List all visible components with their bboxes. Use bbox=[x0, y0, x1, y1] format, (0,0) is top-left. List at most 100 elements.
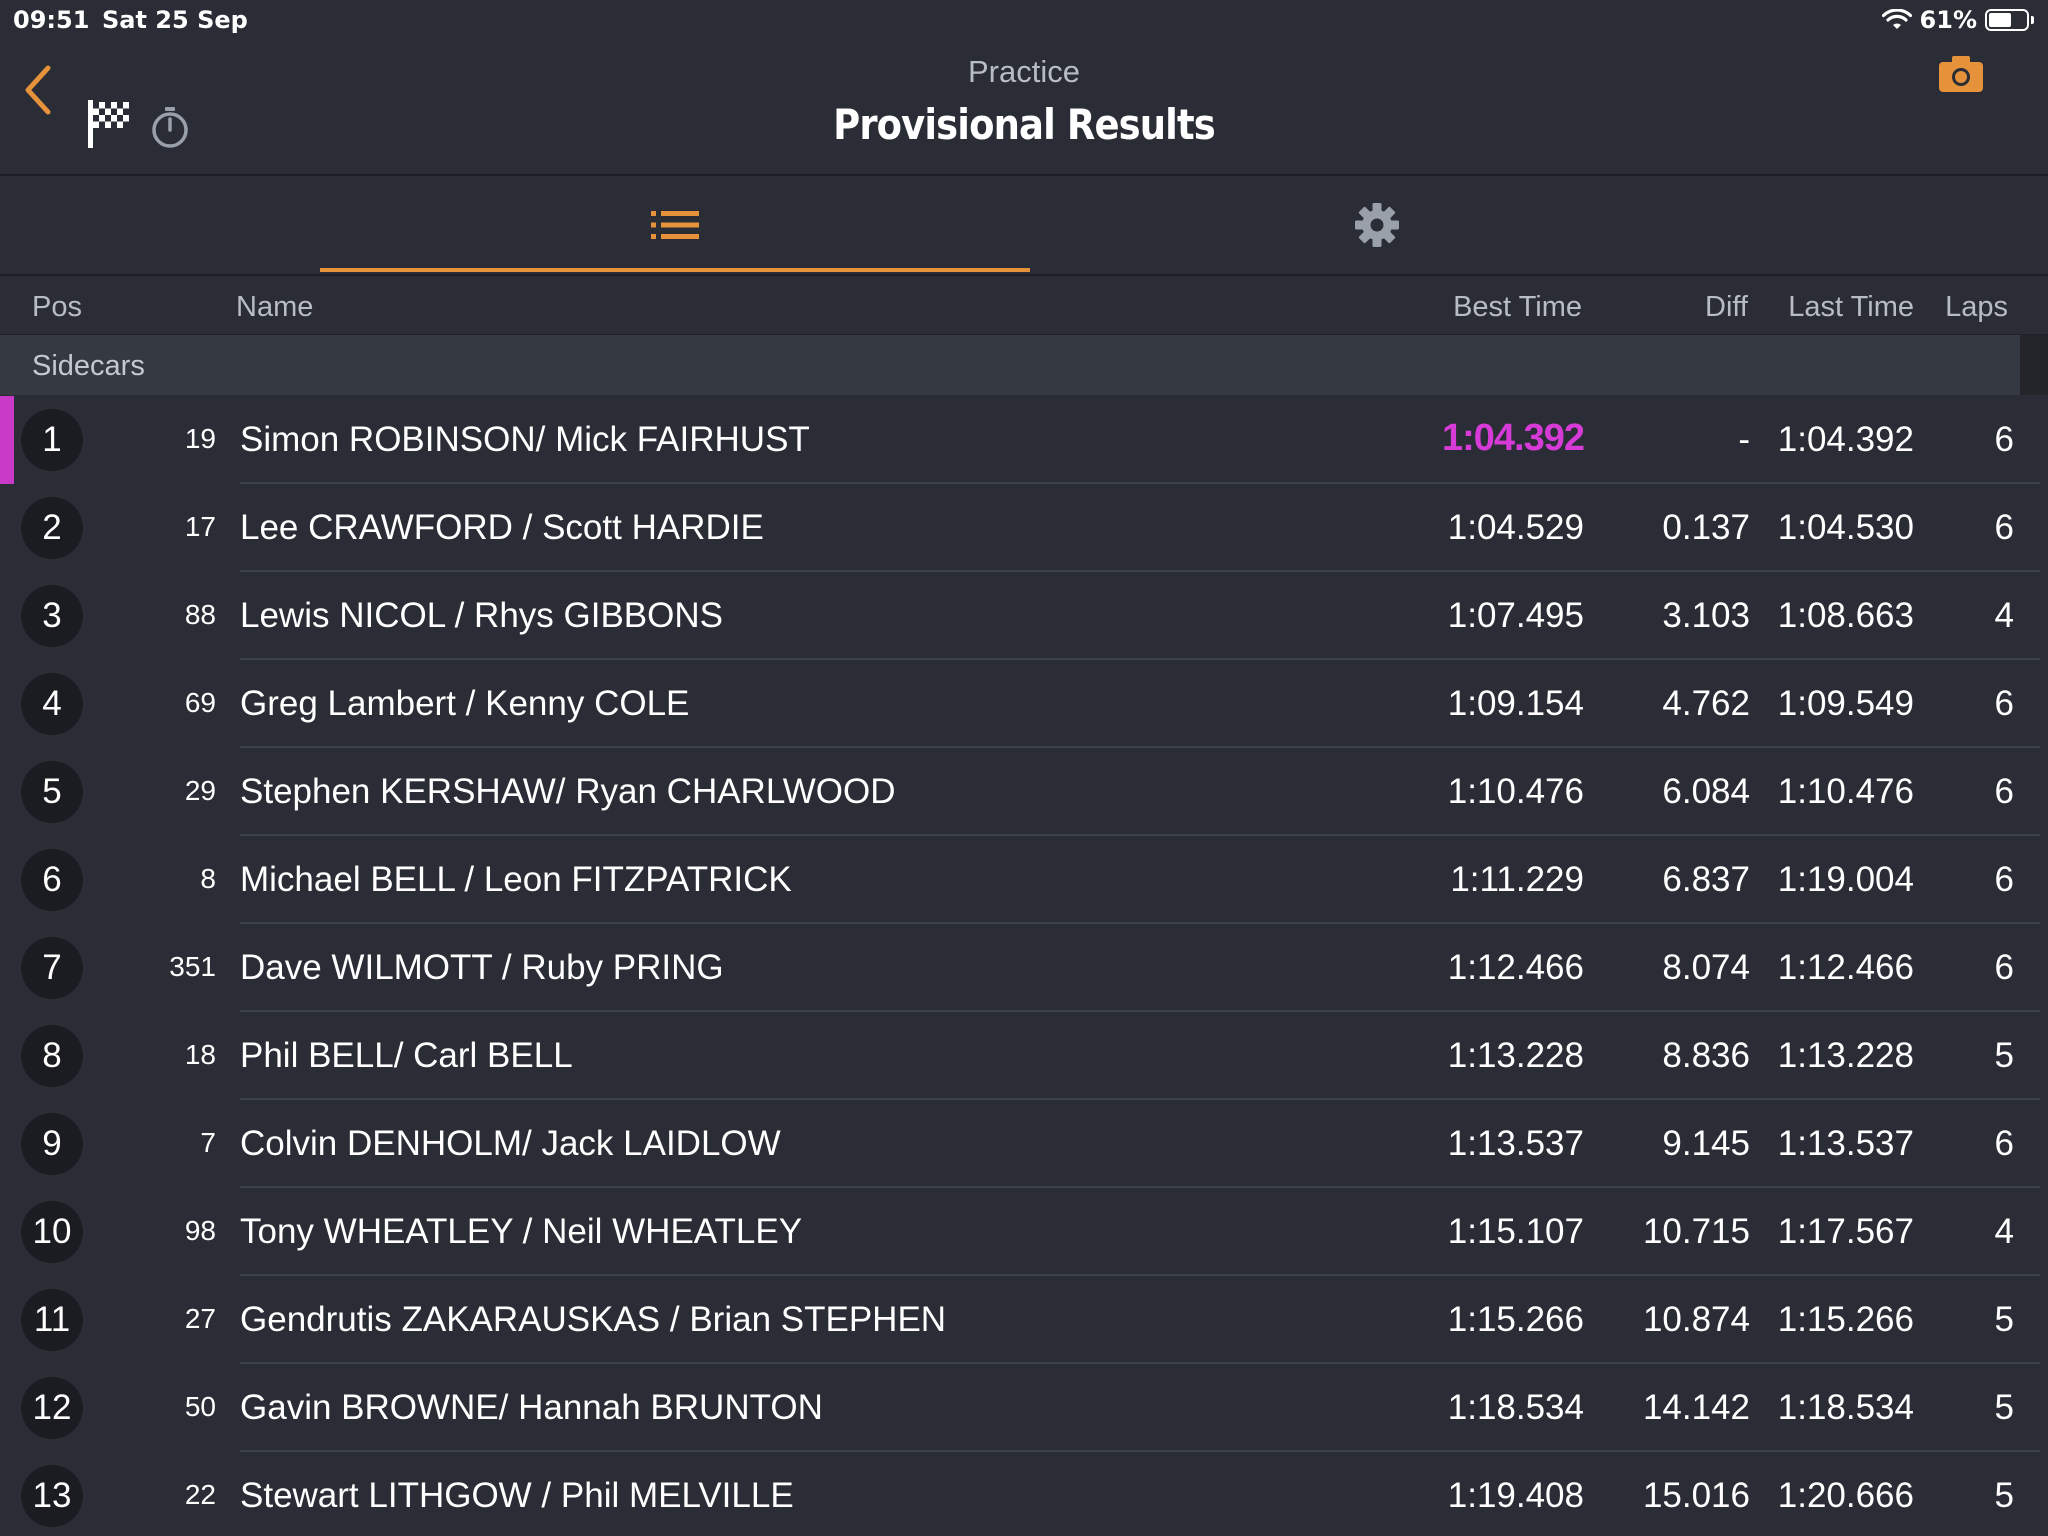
competitor-name: Colvin DENHOLM/ Jack LAIDLOW bbox=[240, 1124, 781, 1163]
checkered-flag-icon bbox=[88, 100, 129, 148]
lap-count: 6 bbox=[1994, 860, 2014, 899]
race-number: 7 bbox=[200, 1127, 216, 1158]
competitor-name: Greg Lambert / Kenny COLE bbox=[240, 684, 690, 723]
diff-time: 8.836 bbox=[1662, 1036, 1750, 1075]
result-row[interactable]: 8 18 Phil BELL/ Carl BELL 1:13.228 8.836 1:13… bbox=[0, 1012, 2040, 1100]
position: 1 bbox=[42, 420, 62, 459]
column-headers: Pos Name Best Time Diff Last Time Laps bbox=[0, 276, 2048, 335]
best-time: 1:18.534 bbox=[1447, 1388, 1584, 1427]
lap-count: 6 bbox=[1994, 508, 2014, 547]
position-badge: 4 bbox=[21, 673, 83, 735]
last-time: 1:20.666 bbox=[1777, 1476, 1914, 1515]
race-number: 351 bbox=[169, 951, 216, 982]
last-time: 1:19.004 bbox=[1777, 860, 1914, 899]
lap-count: 6 bbox=[1994, 420, 2014, 459]
result-row[interactable]: 12 50 Gavin BROWNE/ Hannah BRUNTON 1:18.534… bbox=[0, 1364, 2040, 1452]
diff-time: 15.016 bbox=[1642, 1476, 1750, 1515]
camera-icon[interactable] bbox=[1938, 54, 1984, 94]
diff-time: 3.103 bbox=[1662, 596, 1750, 635]
best-time: 1:15.266 bbox=[1447, 1300, 1584, 1339]
result-row[interactable]: 7 351 Dave WILMOTT / Ruby PRING 1:12.466 8.0… bbox=[0, 924, 2040, 1012]
battery-cap bbox=[2031, 16, 2034, 24]
position: 10 bbox=[32, 1212, 72, 1251]
position-badge: 13 bbox=[21, 1465, 83, 1527]
battery-percent: 61% bbox=[1919, 6, 1977, 34]
stopwatch-icon[interactable] bbox=[148, 104, 192, 150]
position-badge: 8 bbox=[21, 1025, 83, 1087]
race-number: 29 bbox=[184, 775, 216, 806]
last-time: 1:13.537 bbox=[1777, 1124, 1914, 1163]
scrollbar[interactable] bbox=[2020, 335, 2048, 395]
position: 6 bbox=[42, 860, 62, 899]
result-row[interactable]: 4 69 Greg Lambert / Kenny COLE 1:09.154 4.76… bbox=[0, 660, 2040, 748]
status-right: 61% bbox=[1881, 6, 2034, 34]
position: 13 bbox=[32, 1476, 72, 1515]
competitor-name: Lewis NICOL / Rhys GIBBONS bbox=[240, 596, 723, 635]
position-badge: 9 bbox=[21, 1113, 83, 1175]
col-last-time: Last Time bbox=[1788, 291, 1914, 323]
last-time: 1:04.392 bbox=[1777, 420, 1914, 459]
last-time: 1:18.534 bbox=[1777, 1388, 1914, 1427]
status-time: 09:51 bbox=[13, 6, 90, 34]
last-time: 1:04.530 bbox=[1777, 508, 1914, 547]
result-row[interactable]: 5 29 Stephen KERSHAW/ Ryan CHARLWOOD 1:10.4… bbox=[0, 748, 2040, 836]
position: 12 bbox=[32, 1388, 72, 1427]
best-time: 1:07.495 bbox=[1447, 596, 1584, 635]
diff-time: 8.074 bbox=[1662, 948, 1750, 987]
race-number: 69 bbox=[184, 687, 216, 718]
race-number: 88 bbox=[184, 599, 216, 630]
position: 5 bbox=[42, 772, 62, 811]
diff-time: 10.715 bbox=[1642, 1212, 1750, 1251]
result-row[interactable]: 2 17 Lee CRAWFORD / Scott HARDIE 1:04.529 0.… bbox=[0, 484, 2040, 572]
competitor-name: Gavin BROWNE/ Hannah BRUNTON bbox=[240, 1388, 823, 1427]
competitor-name: Lee CRAWFORD / Scott HARDIE bbox=[240, 508, 764, 547]
position-badge: 3 bbox=[21, 585, 83, 647]
last-time: 1:13.228 bbox=[1777, 1036, 1914, 1075]
last-time: 1:17.567 bbox=[1777, 1212, 1914, 1251]
tab-bar bbox=[0, 176, 2048, 276]
position-badge: 12 bbox=[21, 1377, 83, 1439]
battery-icon bbox=[1985, 9, 2029, 31]
result-row[interactable]: 6 8 Michael BELL / Leon FITZPATRICK 1:11.22… bbox=[0, 836, 2040, 924]
result-row[interactable]: 9 7 Colvin DENHOLM/ Jack LAIDLOW 1:13.537 9.… bbox=[0, 1100, 2040, 1188]
col-name: Name bbox=[236, 291, 314, 323]
race-number: 27 bbox=[184, 1303, 216, 1334]
header: Practice Provisional Results bbox=[0, 40, 2048, 176]
diff-time: 14.142 bbox=[1642, 1388, 1750, 1427]
competitor-name: Phil BELL/ Carl BELL bbox=[240, 1036, 573, 1075]
result-row[interactable]: 11 27 Gendrutis ZAKARAUSKAS / Brian STEPHE… bbox=[0, 1276, 2040, 1364]
best-time: 1:13.228 bbox=[1447, 1036, 1584, 1075]
position: 7 bbox=[42, 948, 62, 987]
lap-count: 4 bbox=[1994, 1212, 2014, 1251]
competitor-name: Michael BELL / Leon FITZPATRICK bbox=[240, 860, 792, 899]
lap-count: 5 bbox=[1994, 1300, 2014, 1339]
results-list: 1 19 Simon ROBINSON/ Mick FAIRHUST 1:04.392… bbox=[0, 396, 2048, 1536]
result-row[interactable]: 1 19 Simon ROBINSON/ Mick FAIRHUST 1:04.392… bbox=[0, 396, 2040, 484]
diff-time: 0.137 bbox=[1662, 508, 1750, 547]
race-number: 19 bbox=[184, 423, 216, 454]
result-row[interactable]: 10 98 Tony WHEATLEY / Neil WHEATLEY 1:15.10… bbox=[0, 1188, 2040, 1276]
lap-count: 4 bbox=[1994, 596, 2014, 635]
class-section-header: Sidecars bbox=[0, 335, 2020, 395]
battery-level bbox=[1989, 13, 2011, 27]
result-row[interactable]: 3 88 Lewis NICOL / Rhys GIBBONS 1:07.495 3.1… bbox=[0, 572, 2040, 660]
tab-settings[interactable] bbox=[1030, 176, 1724, 274]
last-time: 1:10.476 bbox=[1777, 772, 1914, 811]
position-badge: 5 bbox=[21, 761, 83, 823]
position-badge: 6 bbox=[21, 849, 83, 911]
tab-results-list[interactable] bbox=[320, 176, 1030, 274]
diff-time: 6.837 bbox=[1662, 860, 1750, 899]
last-time: 1:15.266 bbox=[1777, 1300, 1914, 1339]
position-badge: 10 bbox=[21, 1201, 83, 1263]
race-number: 98 bbox=[184, 1215, 216, 1246]
competitor-name: Stewart LITHGOW / Phil MELVILLE bbox=[240, 1476, 794, 1515]
back-chevron-icon[interactable] bbox=[18, 60, 58, 120]
gear-icon bbox=[1355, 203, 1399, 247]
last-time: 1:09.549 bbox=[1777, 684, 1914, 723]
header-subtitle: Practice bbox=[968, 54, 1080, 89]
race-number: 8 bbox=[200, 863, 216, 894]
active-tab-indicator bbox=[320, 268, 1030, 272]
class-name: Sidecars bbox=[32, 350, 145, 382]
race-number: 22 bbox=[184, 1479, 216, 1510]
result-row[interactable]: 13 22 Stewart LITHGOW / Phil MELVILLE 1:19.… bbox=[0, 1452, 2040, 1536]
